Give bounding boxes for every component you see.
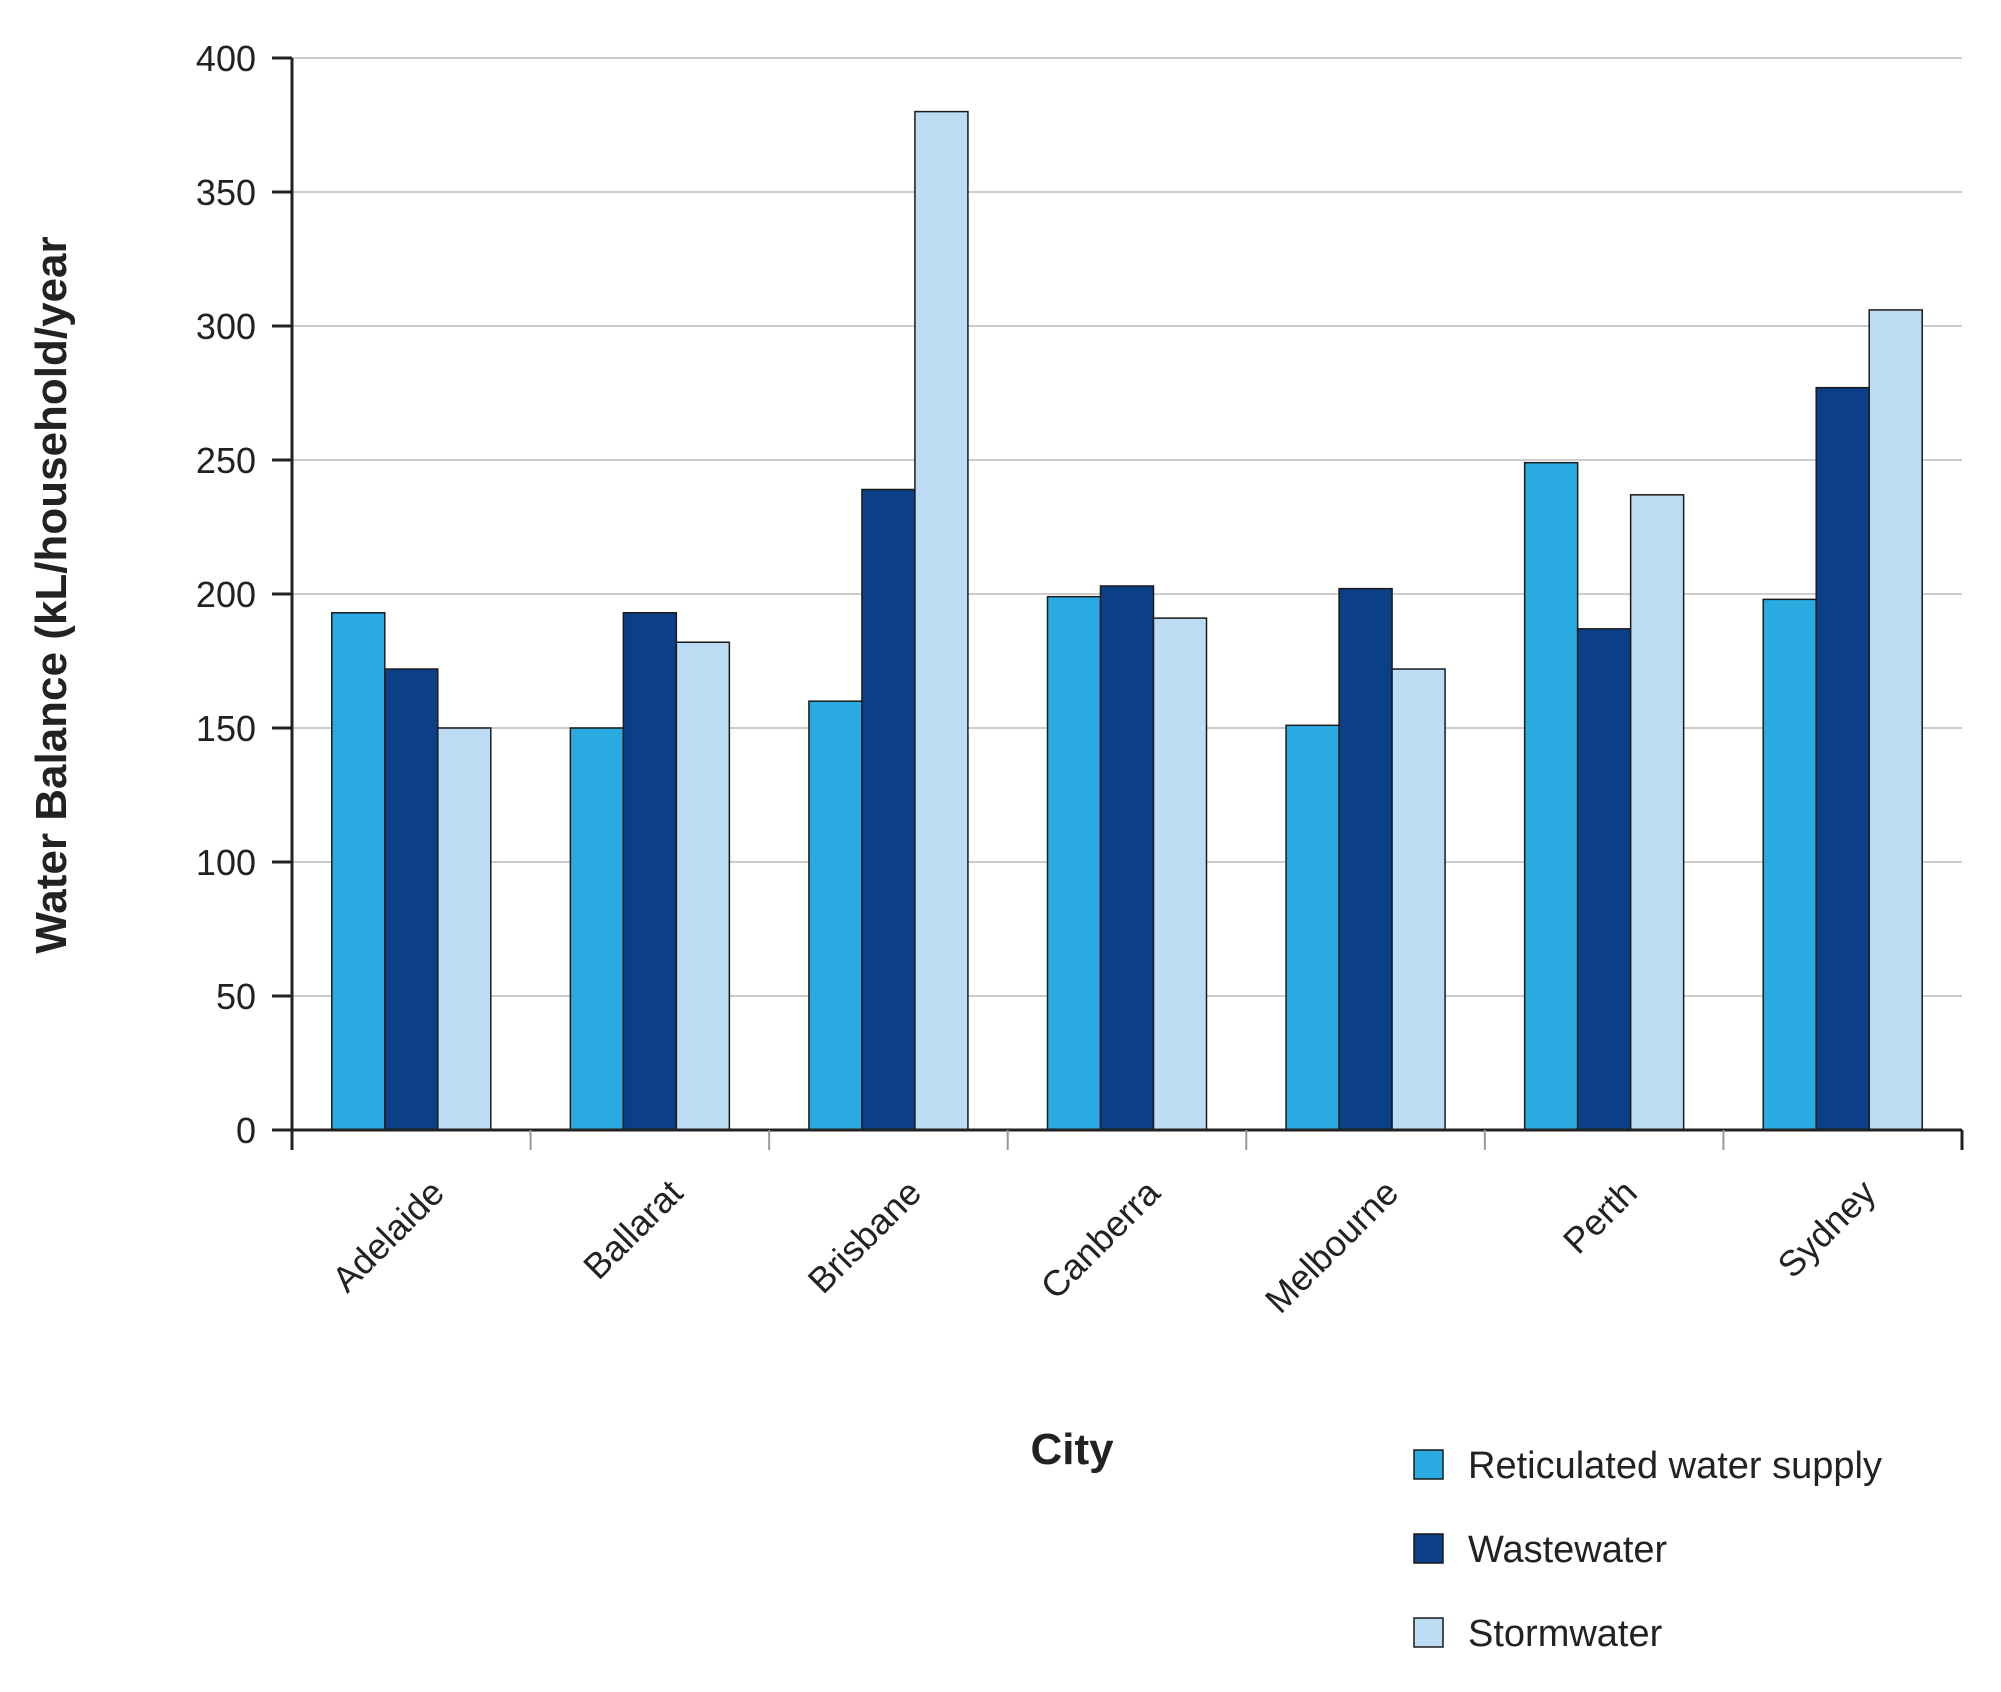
bars	[331, 110, 1923, 1131]
bar-melbourne-wastewater	[1338, 587, 1393, 1131]
x-tick-label: Perth	[1555, 1172, 1645, 1262]
x-tick-label: Ballarat	[575, 1172, 690, 1287]
legend-swatch	[1413, 1449, 1444, 1480]
bar-canberra-wastewater	[1099, 585, 1155, 1131]
bar-sydney-wastewater	[1815, 386, 1870, 1131]
bar-perth-reticulated-water-supply	[1523, 461, 1579, 1131]
legend-swatch	[1413, 1617, 1444, 1648]
y-tick-label: 100	[196, 842, 256, 883]
y-tick-label: 300	[196, 306, 256, 347]
y-tick-labels: 0 50 100 150 200 250 300 350 400	[196, 38, 292, 1151]
x-axis-title: City	[1030, 1425, 1114, 1474]
bar-melbourne-stormwater	[1391, 668, 1446, 1131]
bar-ballarat-reticulated-water-supply	[569, 727, 625, 1131]
bar-sydney-reticulated-water-supply	[1762, 598, 1817, 1131]
x-tick-label: Melbourne	[1257, 1172, 1406, 1321]
bar-ballarat-stormwater	[675, 641, 731, 1131]
bar-canberra-stormwater	[1152, 617, 1208, 1131]
bar-canberra-reticulated-water-supply	[1046, 595, 1102, 1131]
x-tick-label: Canberra	[1033, 1171, 1169, 1307]
y-axis-title: Water Balance (kL/household/year	[27, 236, 76, 953]
x-tick-label: Adelaide	[324, 1172, 452, 1300]
legend-label: Stormwater	[1468, 1613, 1663, 1655]
bar-ballarat-wastewater	[622, 612, 678, 1131]
y-tick-label: 50	[216, 976, 256, 1017]
y-tick-label: 250	[196, 440, 256, 481]
bar-perth-wastewater	[1576, 628, 1632, 1131]
x-tick-label: Sydney	[1769, 1172, 1883, 1286]
y-tick-label: 150	[196, 708, 256, 749]
bar-adelaide-stormwater	[437, 727, 492, 1131]
y-tick-label: 200	[196, 574, 256, 615]
legend-label: Wastewater	[1468, 1529, 1668, 1571]
x-tick-label: Brisbane	[800, 1172, 929, 1301]
axes	[290, 58, 1964, 1150]
bar-adelaide-wastewater	[384, 668, 439, 1131]
bar-melbourne-reticulated-water-supply	[1285, 724, 1340, 1131]
bar-brisbane-wastewater	[861, 488, 916, 1131]
y-tick-label: 350	[196, 172, 256, 213]
bar-sydney-stormwater	[1868, 309, 1923, 1131]
y-tick-label: 400	[196, 38, 256, 79]
legend: Reticulated water supply Wastewater Stormw…	[1413, 1445, 1882, 1655]
bar-brisbane-reticulated-water-supply	[808, 700, 863, 1131]
bar-brisbane-stormwater	[914, 110, 969, 1131]
x-tick-labels: Adelaide Ballarat Brisbane Canberra Melbourn…	[324, 1171, 1884, 1321]
bar-adelaide-reticulated-water-supply	[331, 612, 386, 1131]
bar-perth-stormwater	[1629, 494, 1685, 1131]
y-tick-label: 0	[236, 1110, 256, 1151]
legend-swatch	[1413, 1533, 1444, 1564]
legend-label: Reticulated water supply	[1468, 1445, 1882, 1487]
